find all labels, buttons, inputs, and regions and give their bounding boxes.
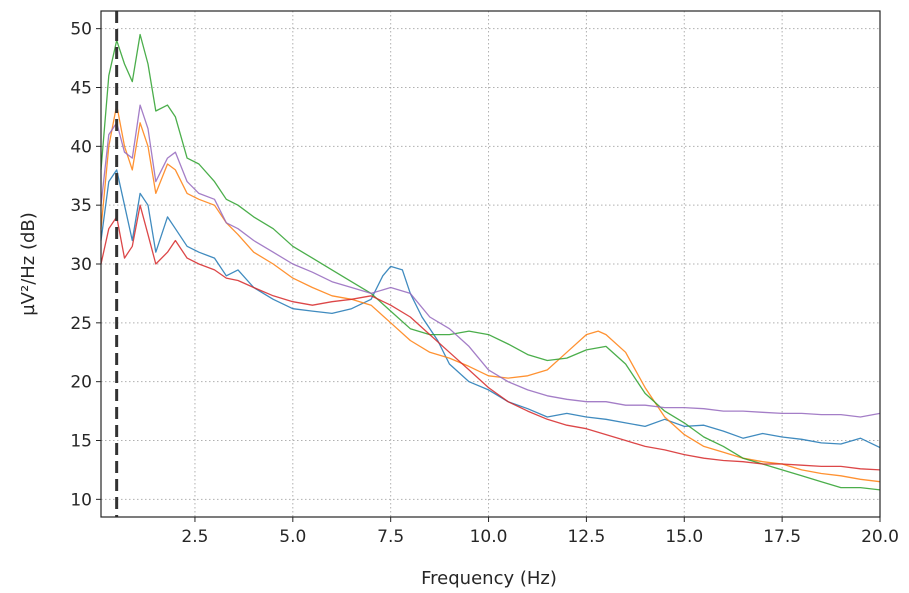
y-axis-label: µV²/Hz (dB) (18, 212, 39, 316)
psd-line-1 (100, 169, 881, 449)
x-axis-label: Frequency (Hz) (421, 568, 557, 589)
x-tick-label: 12.5 (567, 527, 605, 547)
y-tick-label: 30 (70, 255, 92, 275)
x-tick-label: 2.5 (181, 527, 208, 547)
x-tick-label: 10.0 (470, 527, 508, 547)
x-tick-label: 20.0 (861, 527, 899, 547)
y-tick-label: 50 (70, 20, 92, 40)
x-tick-label: 15.0 (665, 527, 703, 547)
y-tick-label: 40 (70, 137, 92, 157)
psd-line-4 (100, 204, 881, 471)
y-tick-label: 45 (70, 78, 92, 98)
x-tick-label: 7.5 (377, 527, 404, 547)
series-lines (100, 33, 881, 491)
psd-line-2 (100, 104, 881, 483)
psd-line-5 (100, 104, 881, 418)
psd-line-3 (100, 33, 881, 491)
y-tick-label: 10 (70, 490, 92, 510)
y-tick-label: 15 (70, 432, 92, 452)
x-tick-label: 17.5 (763, 527, 801, 547)
x-tick-label: 5.0 (279, 527, 306, 547)
y-tick-label: 20 (70, 373, 92, 393)
y-tick-label: 25 (70, 314, 92, 334)
y-axis-ticks: 10 15 20 25 30 35 40 45 50 (70, 20, 101, 510)
y-tick-label: 35 (70, 196, 92, 216)
x-axis-ticks: 2.5 5.0 7.5 10.0 12.5 15.0 17.5 20.0 (181, 517, 899, 547)
